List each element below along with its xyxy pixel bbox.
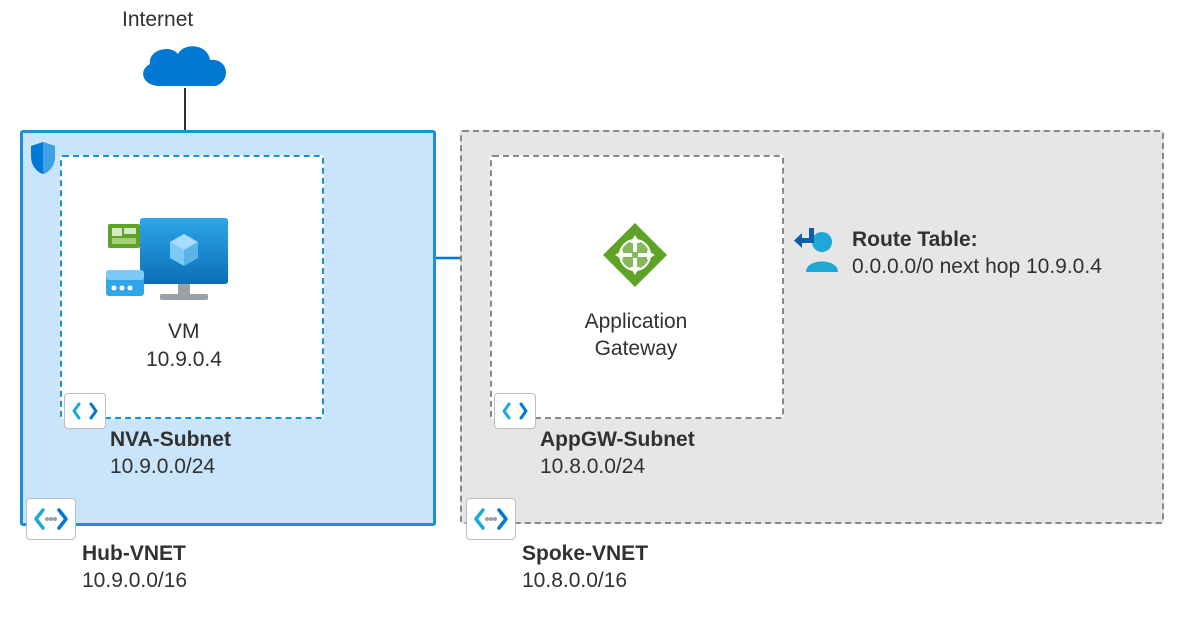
- subnet-icon: [502, 400, 528, 422]
- appgw-subnet-badge: [494, 393, 536, 429]
- spoke-vnet-badge: [466, 498, 516, 540]
- route-table-icon: [792, 224, 844, 276]
- vm-ip: 10.9.0.4: [146, 346, 222, 373]
- route-table-rule: 0.0.0.0/0 next hop 10.9.0.4: [852, 253, 1102, 280]
- shield-icon: [28, 140, 58, 176]
- hub-vnet-label-block: Hub-VNET 10.9.0.0/16: [82, 540, 187, 595]
- spoke-vnet-name: Spoke-VNET: [522, 540, 648, 567]
- internet-label: Internet: [122, 6, 193, 33]
- hub-vnet-cidr: 10.9.0.0/16: [82, 567, 187, 594]
- appgw-subnet-cidr: 10.8.0.0/24: [540, 453, 695, 480]
- vm-icon: [100, 210, 240, 320]
- appgw-subnet-name: AppGW-Subnet: [540, 426, 695, 453]
- spoke-vnet-label-block: Spoke-VNET 10.8.0.0/16: [522, 540, 648, 595]
- route-table-title: Route Table:: [852, 226, 1102, 253]
- vnet-icon: [474, 506, 508, 532]
- appgw-icon: [600, 220, 670, 290]
- appgw-label: Application Gateway: [576, 308, 696, 363]
- nva-subnet-badge: [64, 393, 106, 429]
- hub-vnet-badge: [26, 498, 76, 540]
- vm-label: VM: [168, 318, 200, 345]
- appgw-subnet-label-block: AppGW-Subnet 10.8.0.0/24: [540, 426, 695, 481]
- appgw-label-line2: Gateway: [595, 337, 678, 360]
- spoke-vnet-cidr: 10.8.0.0/16: [522, 567, 648, 594]
- route-table-text: Route Table: 0.0.0.0/0 next hop 10.9.0.4: [852, 226, 1102, 281]
- diagram-canvas: Internet: [0, 0, 1179, 630]
- hub-vnet-name: Hub-VNET: [82, 540, 187, 567]
- subnet-icon: [72, 400, 98, 422]
- vnet-icon: [34, 506, 68, 532]
- nva-subnet-label-block: NVA-Subnet 10.9.0.0/24: [110, 426, 231, 481]
- appgw-label-line1: Application: [585, 310, 688, 333]
- nva-subnet-cidr: 10.9.0.0/24: [110, 453, 231, 480]
- cloud-icon: [130, 40, 238, 96]
- nva-subnet-name: NVA-Subnet: [110, 426, 231, 453]
